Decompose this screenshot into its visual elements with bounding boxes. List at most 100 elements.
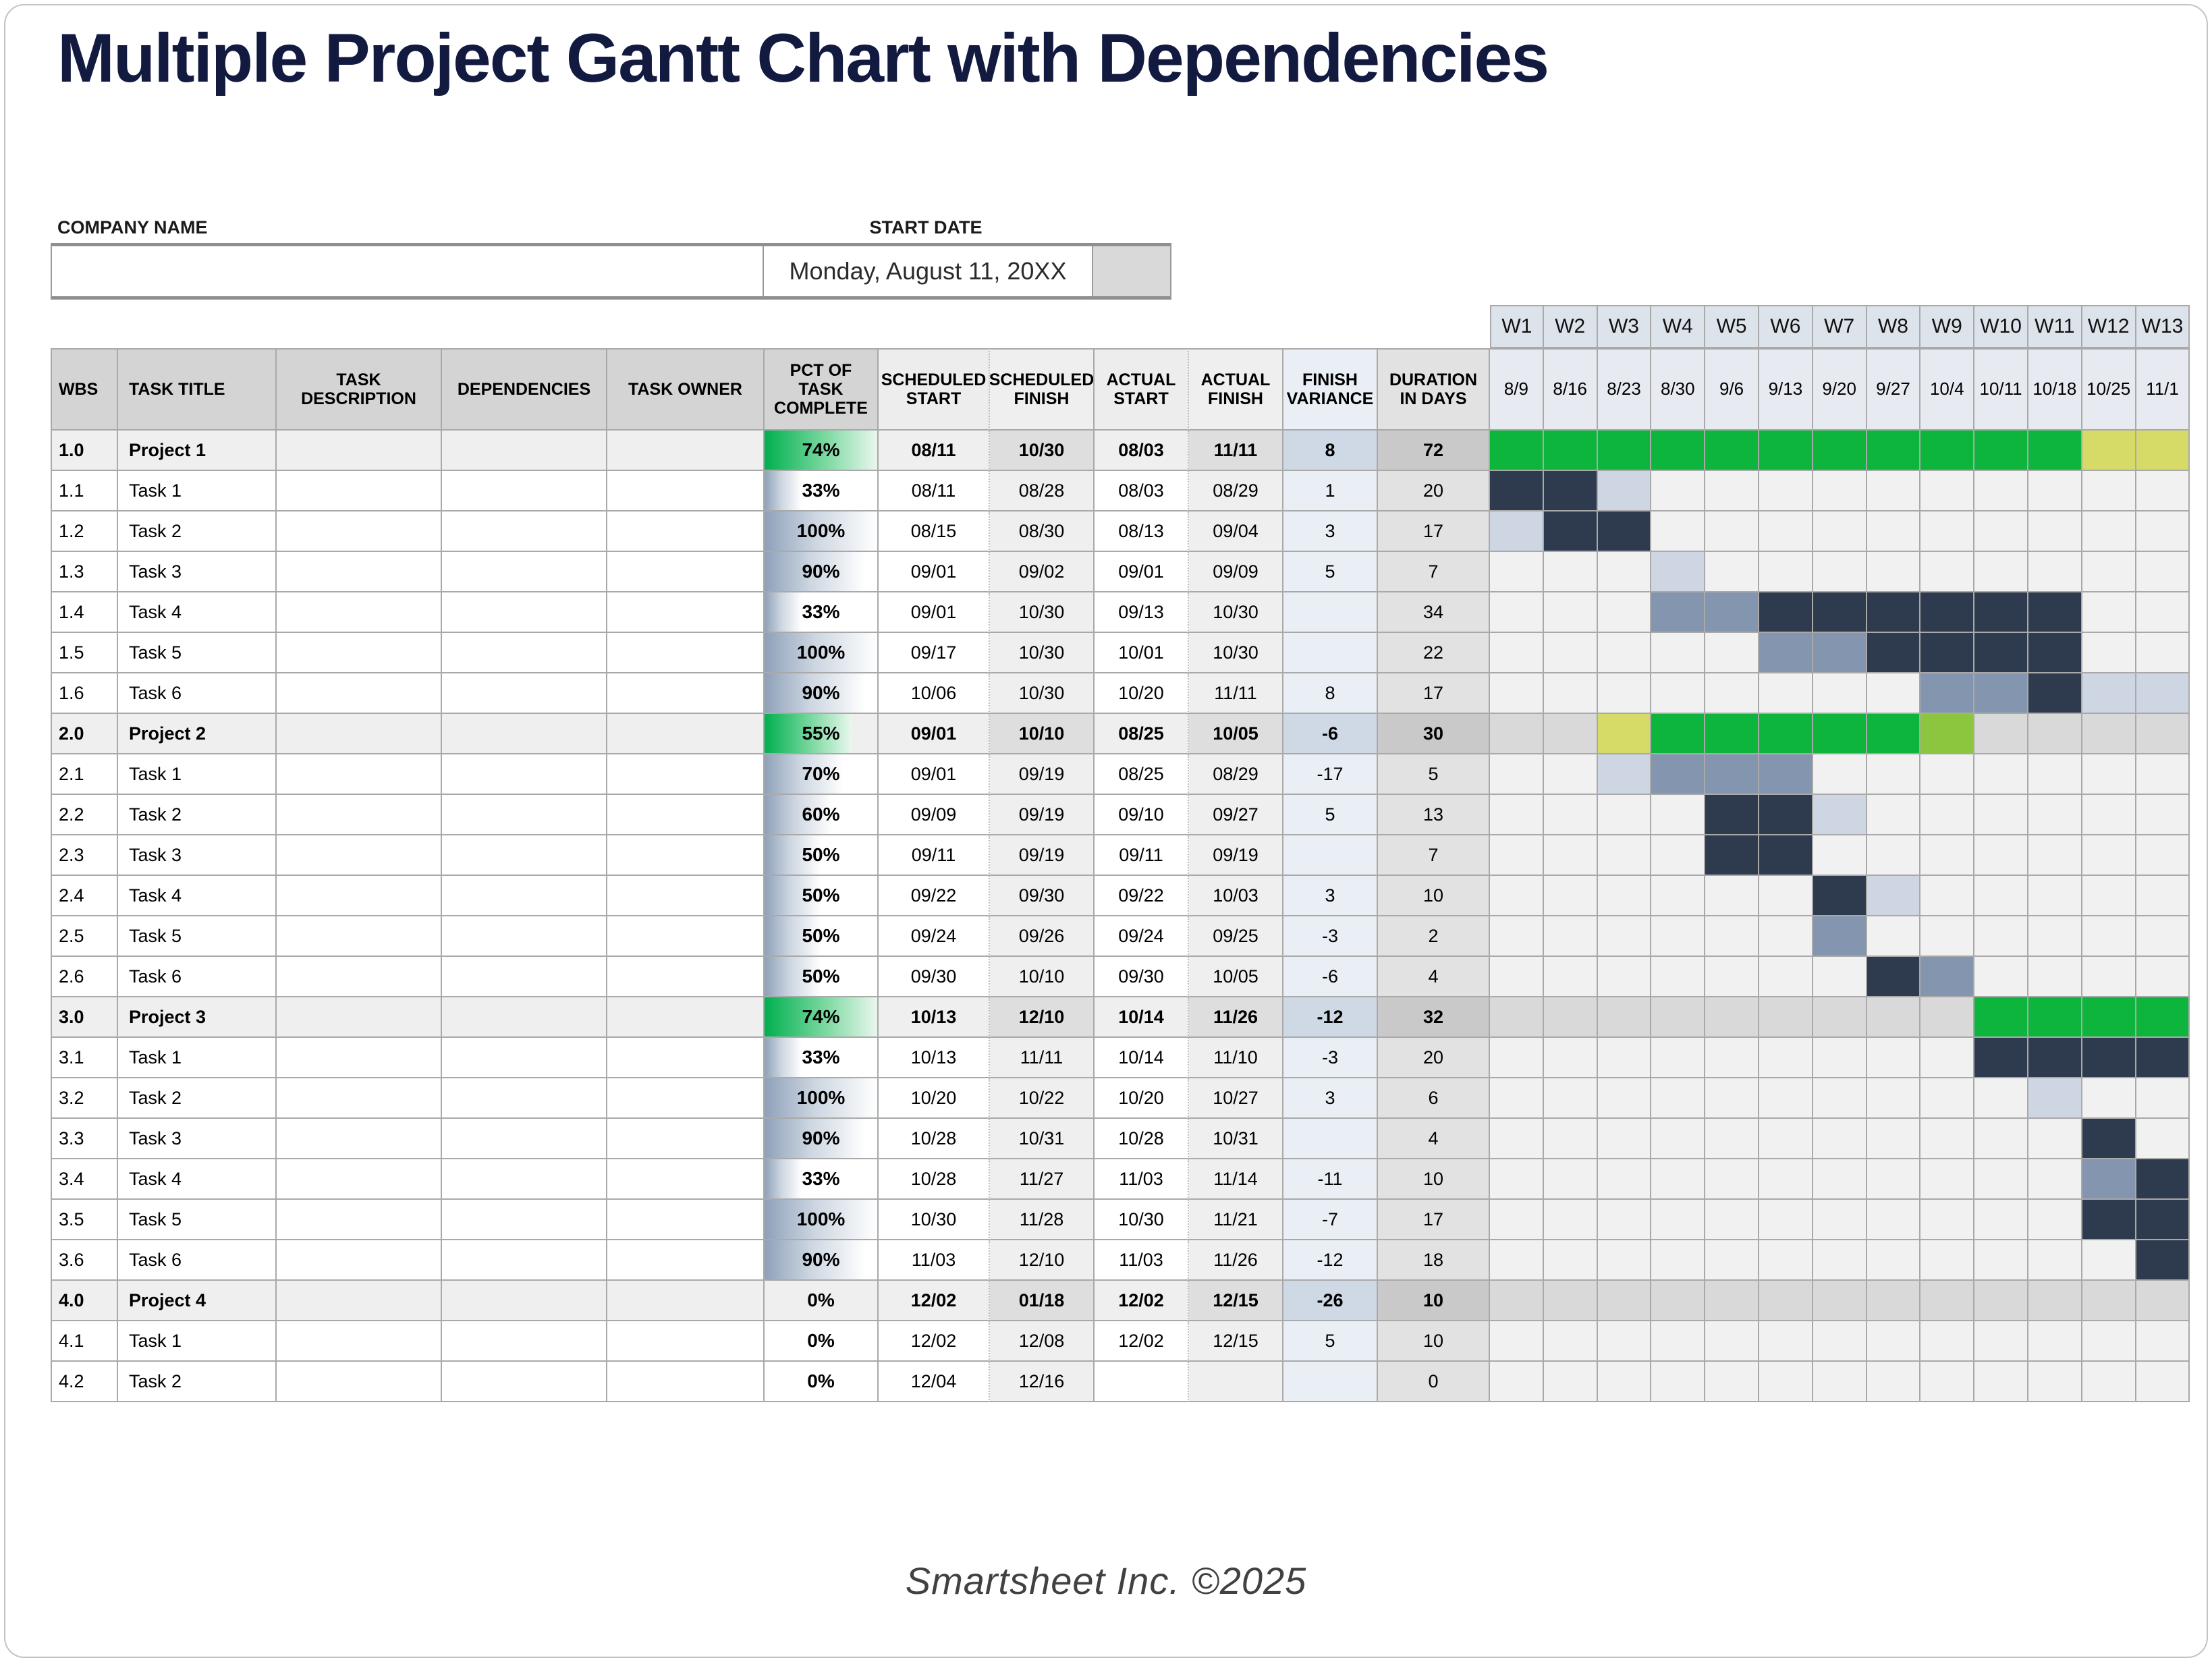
actual-start-cell[interactable]: 09/30 xyxy=(1095,957,1189,997)
dependencies-cell[interactable] xyxy=(442,1200,607,1240)
pct-complete-cell[interactable]: 33% xyxy=(765,1159,879,1200)
dependencies-cell[interactable] xyxy=(442,1038,607,1078)
duration-cell[interactable]: 72 xyxy=(1378,431,1490,471)
scheduled-finish-cell[interactable]: 09/19 xyxy=(990,795,1095,835)
actual-finish-cell[interactable]: 11/21 xyxy=(1189,1200,1283,1240)
actual-finish-cell[interactable]: 10/30 xyxy=(1189,633,1283,673)
scheduled-finish-cell[interactable]: 10/22 xyxy=(990,1078,1095,1119)
duration-cell[interactable]: 5 xyxy=(1378,754,1490,795)
finish-variance-cell[interactable]: -3 xyxy=(1283,1038,1378,1078)
finish-variance-cell[interactable]: 3 xyxy=(1283,1078,1378,1119)
duration-cell[interactable]: 32 xyxy=(1378,997,1490,1038)
dependencies-cell[interactable] xyxy=(442,754,607,795)
actual-start-cell[interactable]: 11/03 xyxy=(1095,1240,1189,1281)
duration-cell[interactable]: 7 xyxy=(1378,552,1490,592)
actual-start-cell[interactable]: 10/01 xyxy=(1095,633,1189,673)
finish-variance-cell[interactable]: 8 xyxy=(1283,431,1378,471)
finish-variance-cell[interactable]: 5 xyxy=(1283,552,1378,592)
dependencies-cell[interactable] xyxy=(442,835,607,876)
dependencies-cell[interactable] xyxy=(442,1078,607,1119)
pct-complete-cell[interactable]: 33% xyxy=(765,471,879,511)
task-owner-cell[interactable] xyxy=(607,1362,765,1402)
finish-variance-cell[interactable]: -6 xyxy=(1283,714,1378,754)
dependencies-cell[interactable] xyxy=(442,431,607,471)
task-description-cell[interactable] xyxy=(277,633,442,673)
dependencies-cell[interactable] xyxy=(442,714,607,754)
finish-variance-cell[interactable] xyxy=(1283,835,1378,876)
task-owner-cell[interactable] xyxy=(607,1038,765,1078)
task-description-cell[interactable] xyxy=(277,1119,442,1159)
task-owner-cell[interactable] xyxy=(607,1321,765,1362)
scheduled-finish-cell[interactable]: 09/19 xyxy=(990,754,1095,795)
pct-complete-cell[interactable]: 100% xyxy=(765,633,879,673)
task-description-cell[interactable] xyxy=(277,714,442,754)
task-description-cell[interactable] xyxy=(277,1240,442,1281)
scheduled-finish-cell[interactable]: 11/11 xyxy=(990,1038,1095,1078)
actual-start-cell[interactable]: 08/25 xyxy=(1095,714,1189,754)
scheduled-start-cell[interactable]: 11/03 xyxy=(879,1240,990,1281)
scheduled-start-cell[interactable]: 09/01 xyxy=(879,592,990,633)
scheduled-start-cell[interactable]: 10/28 xyxy=(879,1159,990,1200)
task-description-cell[interactable] xyxy=(277,754,442,795)
actual-finish-cell[interactable]: 10/03 xyxy=(1189,876,1283,916)
duration-cell[interactable]: 0 xyxy=(1378,1362,1490,1402)
scheduled-finish-cell[interactable]: 10/30 xyxy=(990,673,1095,714)
dependencies-cell[interactable] xyxy=(442,552,607,592)
actual-finish-cell[interactable]: 09/04 xyxy=(1189,511,1283,552)
task-owner-cell[interactable] xyxy=(607,592,765,633)
actual-finish-cell[interactable]: 09/09 xyxy=(1189,552,1283,592)
dependencies-cell[interactable] xyxy=(442,1281,607,1321)
duration-cell[interactable]: 10 xyxy=(1378,1281,1490,1321)
finish-variance-cell[interactable]: -11 xyxy=(1283,1159,1378,1200)
scheduled-finish-cell[interactable]: 08/30 xyxy=(990,511,1095,552)
scheduled-finish-cell[interactable]: 09/19 xyxy=(990,835,1095,876)
task-title-cell[interactable]: Task 2 xyxy=(118,511,277,552)
scheduled-start-cell[interactable]: 10/30 xyxy=(879,1200,990,1240)
pct-complete-cell[interactable]: 33% xyxy=(765,592,879,633)
duration-cell[interactable]: 10 xyxy=(1378,1321,1490,1362)
task-owner-cell[interactable] xyxy=(607,1281,765,1321)
scheduled-finish-cell[interactable]: 09/26 xyxy=(990,916,1095,957)
pct-complete-cell[interactable]: 0% xyxy=(765,1321,879,1362)
actual-start-cell[interactable] xyxy=(1095,1362,1189,1402)
dependencies-cell[interactable] xyxy=(442,997,607,1038)
scheduled-start-cell[interactable]: 10/28 xyxy=(879,1119,990,1159)
dependencies-cell[interactable] xyxy=(442,916,607,957)
scheduled-start-cell[interactable]: 09/30 xyxy=(879,957,990,997)
duration-cell[interactable]: 7 xyxy=(1378,835,1490,876)
scheduled-start-cell[interactable]: 10/13 xyxy=(879,997,990,1038)
dependencies-cell[interactable] xyxy=(442,1159,607,1200)
pct-complete-cell[interactable]: 50% xyxy=(765,835,879,876)
task-description-cell[interactable] xyxy=(277,1321,442,1362)
finish-variance-cell[interactable]: -26 xyxy=(1283,1281,1378,1321)
pct-complete-cell[interactable]: 70% xyxy=(765,754,879,795)
task-description-cell[interactable] xyxy=(277,1200,442,1240)
pct-complete-cell[interactable]: 100% xyxy=(765,511,879,552)
pct-complete-cell[interactable]: 50% xyxy=(765,957,879,997)
scheduled-finish-cell[interactable]: 10/31 xyxy=(990,1119,1095,1159)
scheduled-start-cell[interactable]: 09/01 xyxy=(879,754,990,795)
task-title-cell[interactable]: Task 1 xyxy=(118,754,277,795)
dependencies-cell[interactable] xyxy=(442,592,607,633)
finish-variance-cell[interactable]: 1 xyxy=(1283,471,1378,511)
scheduled-finish-cell[interactable]: 11/28 xyxy=(990,1200,1095,1240)
duration-cell[interactable]: 17 xyxy=(1378,511,1490,552)
dependencies-cell[interactable] xyxy=(442,471,607,511)
pct-complete-cell[interactable]: 55% xyxy=(765,714,879,754)
task-owner-cell[interactable] xyxy=(607,795,765,835)
actual-finish-cell[interactable]: 10/30 xyxy=(1189,592,1283,633)
finish-variance-cell[interactable]: -12 xyxy=(1283,997,1378,1038)
task-title-cell[interactable]: Task 4 xyxy=(118,876,277,916)
duration-cell[interactable]: 17 xyxy=(1378,673,1490,714)
task-title-cell[interactable]: Task 3 xyxy=(118,1119,277,1159)
duration-cell[interactable]: 20 xyxy=(1378,471,1490,511)
task-description-cell[interactable] xyxy=(277,471,442,511)
task-title-cell[interactable]: Task 1 xyxy=(118,471,277,511)
dependencies-cell[interactable] xyxy=(442,1362,607,1402)
task-title-cell[interactable]: Project 4 xyxy=(118,1281,277,1321)
task-description-cell[interactable] xyxy=(277,1159,442,1200)
task-owner-cell[interactable] xyxy=(607,876,765,916)
task-description-cell[interactable] xyxy=(277,997,442,1038)
scheduled-start-cell[interactable]: 10/20 xyxy=(879,1078,990,1119)
duration-cell[interactable]: 10 xyxy=(1378,876,1490,916)
